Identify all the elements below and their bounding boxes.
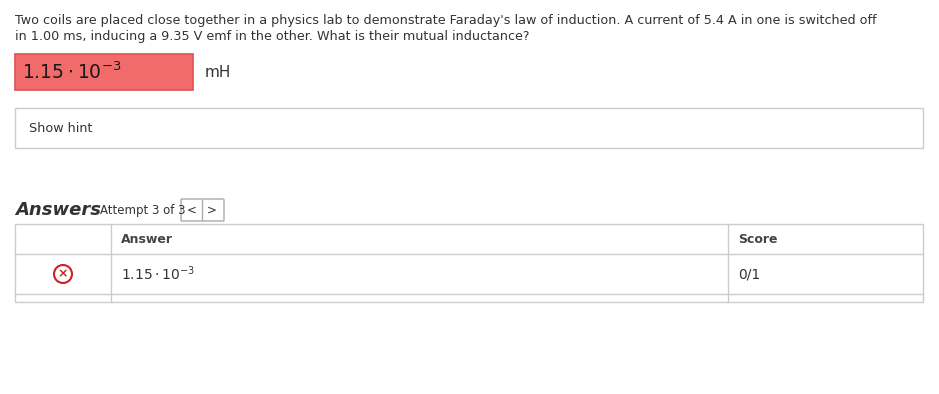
Text: mH: mH — [205, 65, 231, 80]
Text: >: > — [208, 203, 217, 216]
FancyBboxPatch shape — [15, 224, 923, 302]
Text: $1.15 \cdot 10^{-3}$: $1.15 \cdot 10^{-3}$ — [121, 265, 195, 283]
Text: ×: × — [58, 268, 69, 281]
Circle shape — [54, 265, 72, 283]
Text: Two coils are placed close together in a physics lab to demonstrate Faraday's la: Two coils are placed close together in a… — [15, 14, 876, 27]
Text: <: < — [187, 203, 197, 216]
Text: $1.15 \cdot 10^{-3}$: $1.15 \cdot 10^{-3}$ — [22, 61, 121, 83]
FancyBboxPatch shape — [15, 108, 923, 148]
Text: Attempt 3 of 3: Attempt 3 of 3 — [100, 203, 186, 216]
Text: Score: Score — [738, 232, 777, 245]
Text: Answers: Answers — [15, 201, 101, 219]
Text: Answer: Answer — [121, 232, 173, 245]
FancyBboxPatch shape — [181, 199, 224, 221]
Text: in 1.00 ms, inducing a 9.35 V emf in the other. What is their mutual inductance?: in 1.00 ms, inducing a 9.35 V emf in the… — [15, 30, 530, 43]
FancyBboxPatch shape — [15, 54, 193, 90]
Text: Show hint: Show hint — [29, 121, 93, 134]
Text: 0/1: 0/1 — [738, 267, 761, 281]
